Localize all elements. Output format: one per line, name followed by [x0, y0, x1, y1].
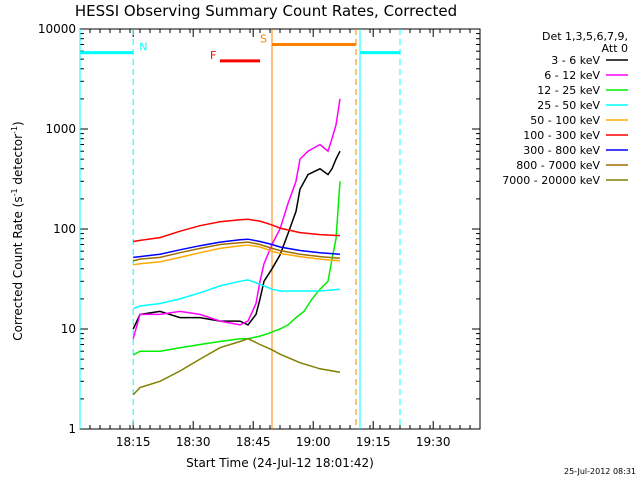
series-line — [132, 150, 341, 330]
legend-entry: 6 - 12 keV — [544, 69, 600, 82]
observing-flags: N F S — [79, 29, 401, 429]
series-line — [133, 241, 341, 262]
legend-entry: 300 - 800 keV — [523, 144, 600, 157]
y-tick-label: 10 — [61, 322, 76, 336]
x-tick-label: 18:30 — [176, 435, 211, 449]
flag-label-n: N — [139, 41, 147, 54]
series-line — [133, 218, 341, 243]
x-axis-label: Start Time (24-Jul-12 18:01:42) — [186, 456, 374, 470]
series-line — [133, 238, 341, 259]
legend: Det 1,3,5,6,7,9,Att 03 - 6 keV 6 - 12 keV… — [502, 30, 628, 187]
x-tick-label: 19:15 — [356, 435, 391, 449]
legend-entry: 25 - 50 keV — [537, 99, 600, 112]
chart-title: HESSI Observing Summary Count Rates, Cor… — [75, 2, 457, 20]
flag-label-f: F — [210, 49, 216, 62]
legend-header: Att 0 — [602, 42, 628, 55]
legend-entry: 100 - 300 keV — [523, 129, 600, 142]
legend-entry: 800 - 7000 keV — [516, 159, 600, 172]
y-axis-label-main: Corrected Count Rate (s — [11, 196, 25, 340]
legend-header: Det 1,3,5,6,7,9, — [542, 30, 628, 43]
x-tick-label: 18:45 — [236, 435, 271, 449]
y-tick-label: 1 — [68, 422, 76, 436]
legend-entry: 3 - 6 keV — [551, 54, 600, 67]
legend-entry: 50 - 100 keV — [530, 114, 600, 127]
y-axis-label-sup1: -1 — [10, 188, 19, 196]
x-tick-label: 19:30 — [416, 435, 451, 449]
x-tick-label: 19:00 — [296, 435, 331, 449]
series-line — [132, 181, 341, 356]
legend-entry: 12 - 25 keV — [537, 84, 600, 97]
y-axis-label-mid: detector — [11, 134, 25, 189]
series-line — [132, 98, 341, 339]
flag-label-s: S — [260, 32, 267, 45]
legend-entry: 7000 - 20000 keV — [502, 174, 600, 187]
y-axis-label: Corrected Count Rate (s-1 detector-1) — [10, 121, 25, 340]
y-tick-label: 10000 — [38, 22, 76, 36]
series-line — [132, 279, 341, 310]
series-line — [133, 244, 341, 266]
x-tick-label: 18:15 — [116, 435, 151, 449]
y-axis-label-end: ) — [11, 121, 25, 126]
series-line — [132, 337, 341, 396]
y-tick-label: 100 — [53, 222, 76, 236]
timestamp-stamp: 25-Jul-2012 08:31 — [564, 467, 636, 476]
y-axis-label-sup2: -1 — [10, 126, 19, 134]
y-tick-label: 1000 — [45, 122, 76, 136]
axis-ticks: 18:15 18:30 18:45 19:00 19:15 19:30 1 10 100 1000… — [38, 22, 481, 449]
series-lines — [132, 98, 341, 396]
